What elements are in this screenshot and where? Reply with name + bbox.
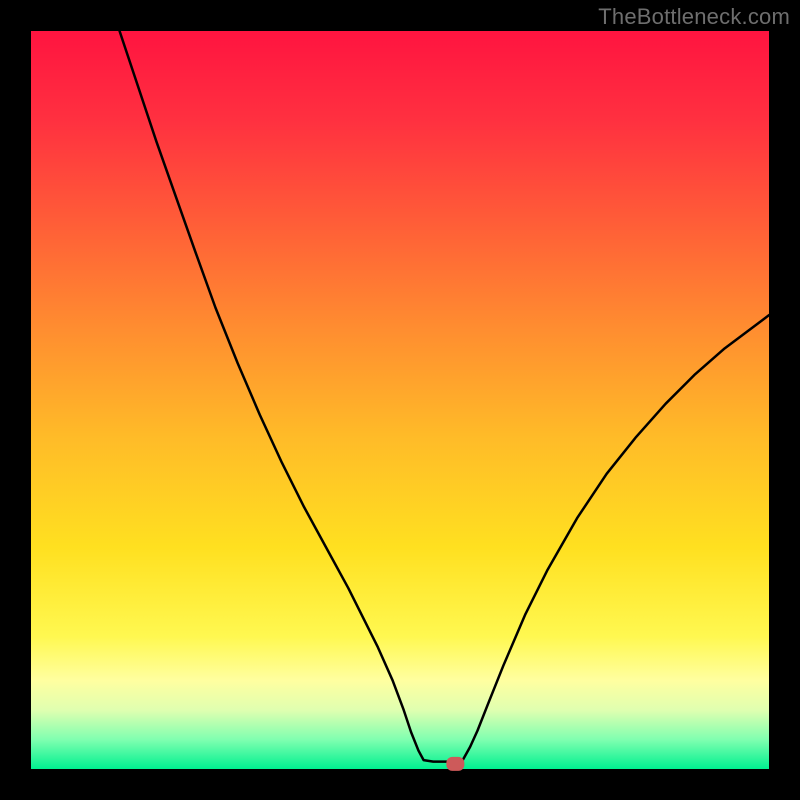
bottleneck-chart (0, 0, 800, 800)
chart-container: TheBottleneck.com (0, 0, 800, 800)
plot-background (31, 31, 769, 769)
optimum-marker (446, 757, 464, 771)
watermark-label: TheBottleneck.com (598, 4, 790, 30)
